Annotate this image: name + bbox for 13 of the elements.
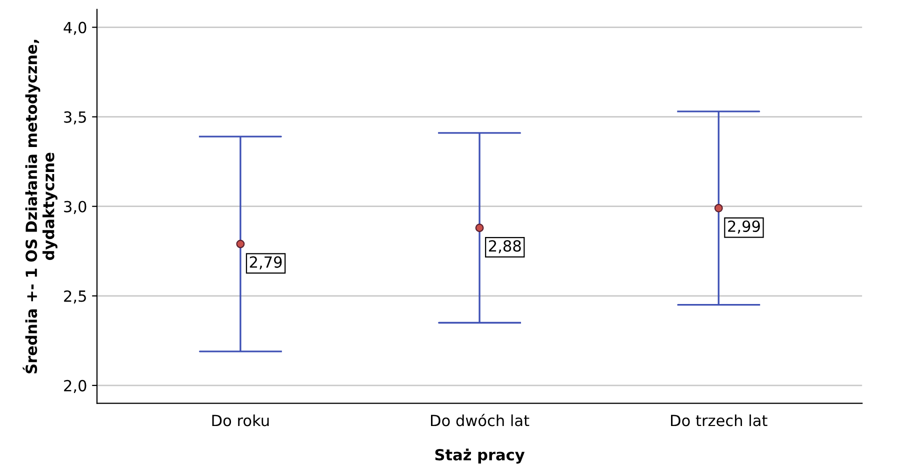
y-tick-label: 3,0 bbox=[64, 200, 86, 214]
x-tick-label: Do trzech lat bbox=[671, 414, 768, 426]
y-tick-label: 3,5 bbox=[64, 111, 86, 124]
data-label: 2,79 bbox=[250, 256, 282, 270]
y-tick-label: 2,5 bbox=[64, 290, 86, 304]
x-tick-label: Do roku bbox=[212, 414, 269, 426]
data-label: 2,99 bbox=[728, 220, 760, 234]
data-label: 2,88 bbox=[488, 240, 521, 254]
y-tick-label: 4,0 bbox=[64, 22, 86, 35]
y-axis-title: Średnia +- 1 OS Działania metodyczne, dydaktyczne bbox=[22, 40, 58, 374]
x-tick-label: Do dwóch lat bbox=[431, 414, 530, 426]
x-axis-title: Staż pracy bbox=[435, 448, 525, 464]
y-tick-label: 2,0 bbox=[64, 380, 86, 394]
